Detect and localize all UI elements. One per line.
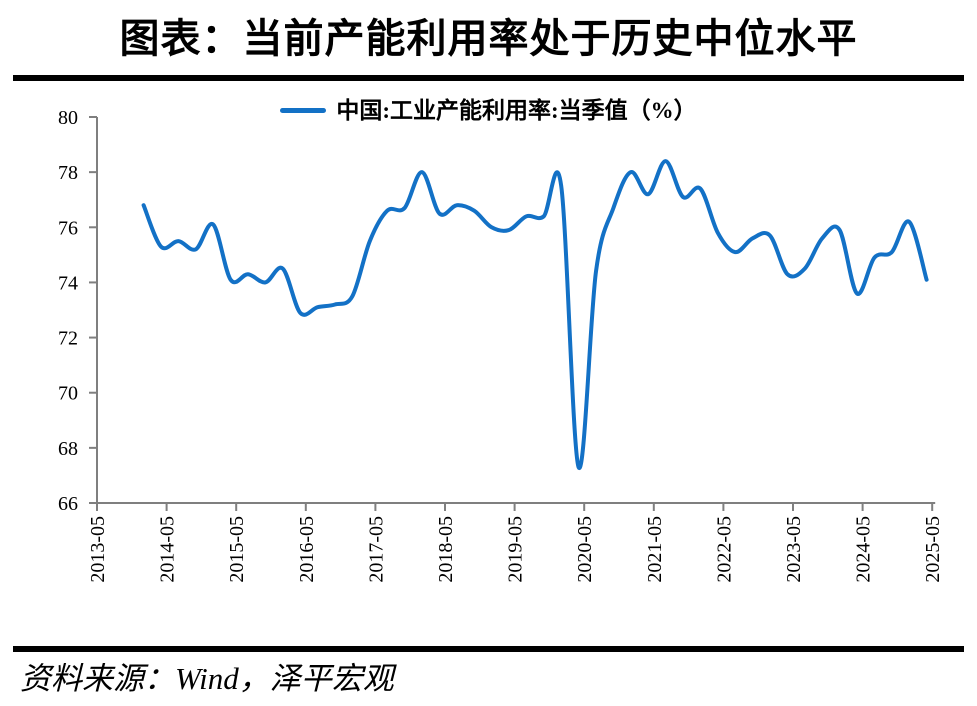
y-tick-label: 74 bbox=[58, 272, 78, 294]
axis-labels: 66 68 70 72 74 76 78 80 2013-05 2014-05 2015-05 201… bbox=[58, 107, 944, 583]
x-tick-label: 2024-05 bbox=[853, 516, 875, 583]
y-tick-label: 66 bbox=[58, 493, 78, 515]
legend-label: 中国:工业产能利用率:当季值（%） bbox=[336, 97, 697, 123]
y-tick-label: 68 bbox=[58, 438, 78, 460]
legend-line-marker-icon bbox=[280, 107, 327, 113]
x-tick-label: 2018-05 bbox=[435, 516, 457, 583]
chart-title: 图表：当前产能利用率处于历史中位水平 bbox=[119, 16, 858, 61]
x-tick-label: 2013-05 bbox=[87, 516, 109, 583]
x-tick-label: 2014-05 bbox=[157, 516, 179, 583]
x-tick-label: 2019-05 bbox=[505, 516, 527, 583]
x-tick-label: 2016-05 bbox=[296, 516, 318, 583]
x-tick-label: 2021-05 bbox=[644, 516, 666, 583]
top-divider bbox=[13, 75, 964, 81]
y-tick-label: 78 bbox=[58, 162, 78, 184]
line-chart-canvas: 66 68 70 72 74 76 78 80 2013-05 2014-05 2015-05 201… bbox=[58, 107, 944, 583]
y-tick-label: 76 bbox=[58, 217, 78, 239]
x-tick-label: 2015-05 bbox=[226, 516, 248, 583]
source-note: 资料来源：Wind，泽平宏观 bbox=[20, 661, 394, 696]
y-tick-label: 70 bbox=[58, 383, 78, 405]
x-tick-label: 2022-05 bbox=[713, 516, 735, 583]
x-tick-label: 2025-05 bbox=[922, 516, 944, 583]
y-tick-label: 72 bbox=[58, 328, 78, 350]
bottom-divider bbox=[13, 646, 964, 652]
axes bbox=[89, 116, 936, 511]
x-tick-label: 2023-05 bbox=[783, 516, 805, 583]
x-tick-label: 2020-05 bbox=[574, 516, 596, 583]
x-tick-label: 2017-05 bbox=[365, 516, 387, 583]
legend: 中国:工业产能利用率:当季值（%） bbox=[0, 96, 977, 124]
series-line bbox=[141, 159, 929, 470]
y-tick-label: 80 bbox=[58, 107, 78, 129]
